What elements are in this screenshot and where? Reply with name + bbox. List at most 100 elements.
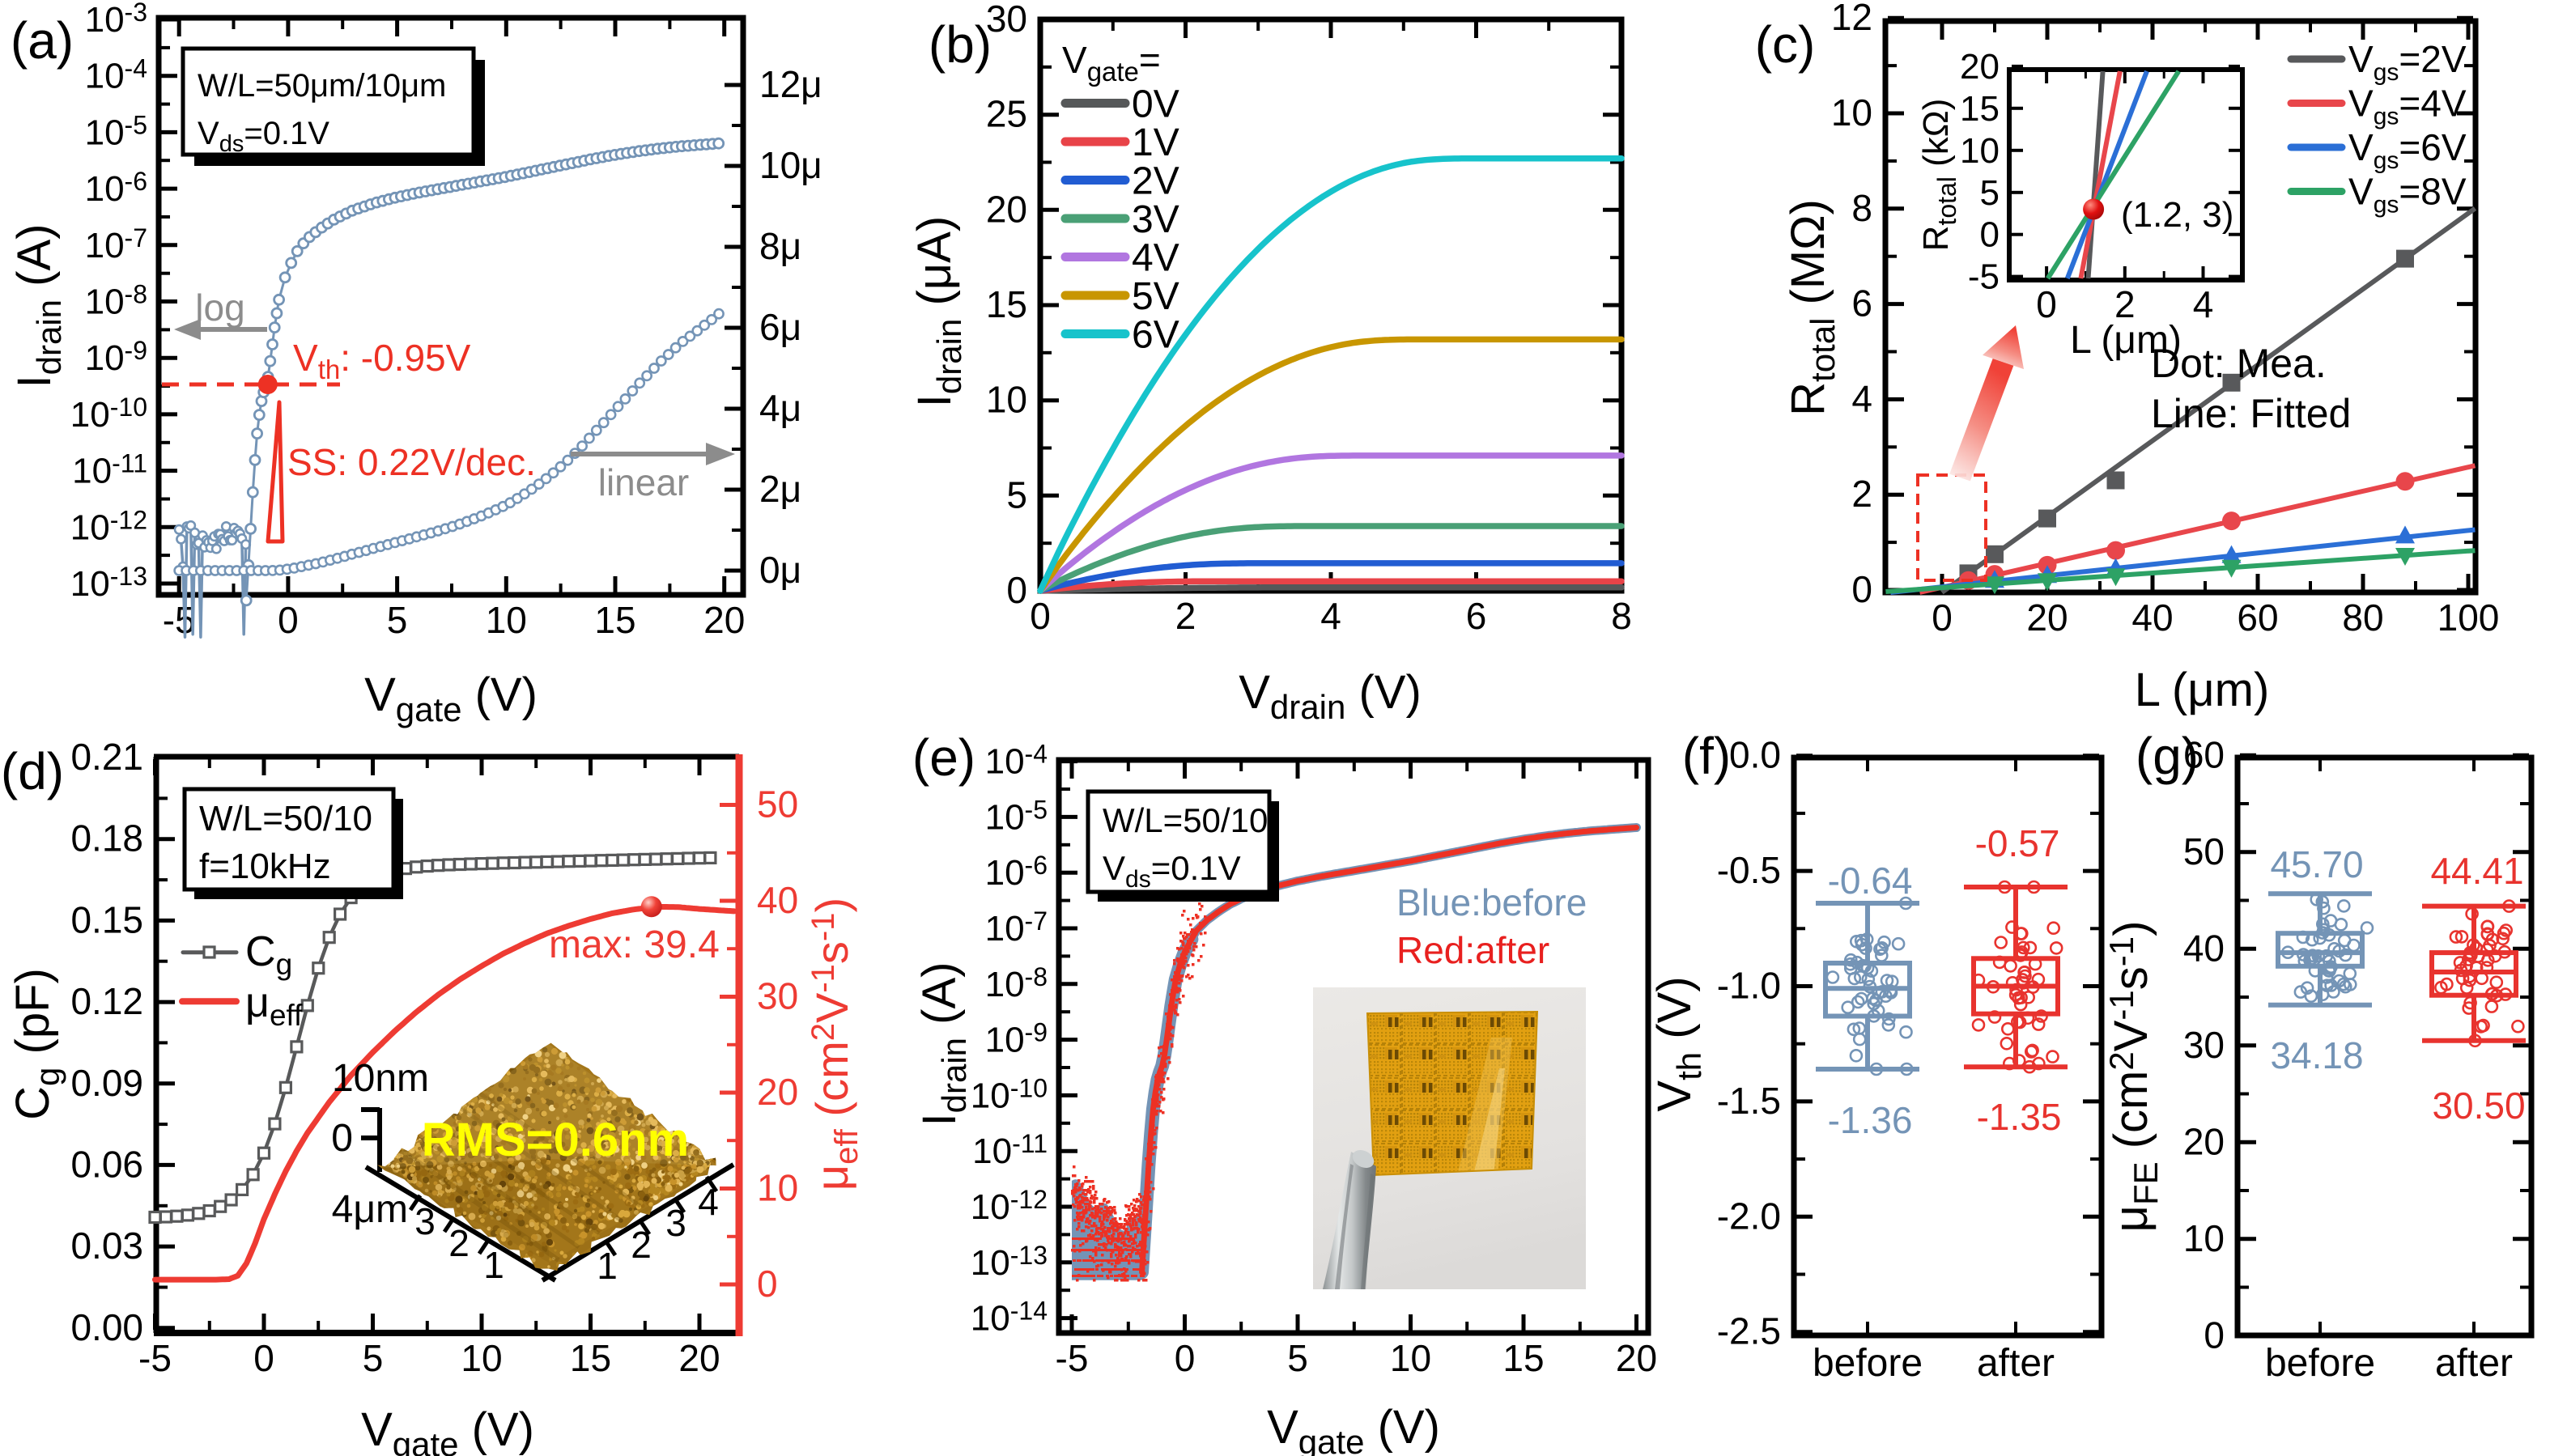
svg-text:Rtotal (MΩ): Rtotal (MΩ) [1782,199,1842,416]
svg-text:40: 40 [757,879,798,921]
svg-text:0.00: 0.00 [70,1306,143,1348]
svg-text:(e): (e) [912,728,975,787]
svg-text:Vgs=8V: Vgs=8V [2348,171,2467,219]
svg-text:-0.57: -0.57 [1975,822,2060,864]
svg-text:8μ: 8μ [759,225,801,267]
svg-text:-1.0: -1.0 [1717,965,1781,1007]
svg-text:0: 0 [2036,283,2057,325]
svg-text:max: 39.4: max: 39.4 [549,923,720,966]
svg-text:20: 20 [986,188,1027,230]
svg-text:10: 10 [757,1167,798,1209]
svg-text:(1.2, 3): (1.2, 3) [2121,195,2233,235]
svg-text:20: 20 [678,1337,720,1379]
svg-text:Blue:before: Blue:before [1396,881,1587,923]
svg-text:(a): (a) [11,11,74,70]
svg-text:40: 40 [2131,596,2173,639]
svg-text:10nm: 10nm [332,1057,429,1100]
svg-text:0.06: 0.06 [70,1143,143,1185]
svg-text:(f): (f) [1682,727,1731,785]
svg-text:20: 20 [757,1071,798,1113]
svg-text:6μ: 6μ [759,306,801,348]
svg-text:Dot: Mea.: Dot: Mea. [2151,341,2327,386]
svg-text:Rtotal (kΩ): Rtotal (kΩ) [1916,99,1961,252]
svg-text:4: 4 [2193,283,2214,325]
svg-text:12: 12 [1831,0,1872,38]
svg-text:1: 1 [597,1245,618,1287]
svg-text:12μ: 12μ [759,63,822,105]
svg-text:μeff (cm2V-1s-1): μeff (cm2V-1s-1) [805,898,865,1191]
svg-text:10: 10 [1390,1337,1431,1379]
svg-text:log: log [195,287,244,329]
svg-text:-1.35: -1.35 [1977,1096,2062,1138]
svg-text:-1.36: -1.36 [1828,1099,1913,1141]
svg-text:after: after [1977,1342,2055,1385]
svg-text:-5: -5 [1056,1337,1089,1379]
svg-text:before: before [1813,1342,1923,1385]
svg-text:Vds=0.1V: Vds=0.1V [198,116,329,157]
svg-text:0.15: 0.15 [70,898,143,940]
svg-text:2V: 2V [1132,160,1179,203]
svg-text:0: 0 [253,1337,274,1379]
svg-text:6: 6 [1466,595,1487,637]
svg-text:3V: 3V [1132,198,1179,241]
svg-text:3: 3 [414,1200,436,1242]
svg-text:-0.5: -0.5 [1717,849,1781,891]
svg-text:20: 20 [2026,596,2068,639]
svg-text:20: 20 [1960,47,2000,87]
svg-text:0μ: 0μ [759,549,801,591]
svg-text:3: 3 [665,1202,686,1244]
svg-text:Idrain (A): Idrain (A) [8,224,68,388]
svg-text:-5: -5 [138,1337,172,1379]
svg-text:-1.5: -1.5 [1717,1080,1781,1122]
svg-text:0: 0 [1980,215,2000,255]
svg-text:8: 8 [1851,187,1872,229]
svg-text:2: 2 [448,1222,470,1264]
svg-text:5V: 5V [1132,275,1179,318]
svg-text:0: 0 [278,599,299,641]
svg-text:50: 50 [757,783,798,826]
svg-text:0: 0 [331,1117,353,1160]
svg-text:25: 25 [986,93,1027,135]
svg-text:Vgs=4V: Vgs=4V [2348,83,2467,130]
svg-text:0.03: 0.03 [70,1225,143,1267]
svg-text:0: 0 [2204,1314,2225,1356]
svg-text:Vgs=2V: Vgs=2V [2348,38,2467,86]
svg-text:(d): (d) [1,742,64,800]
svg-text:(b): (b) [929,15,992,74]
svg-text:0: 0 [757,1263,778,1305]
svg-text:0: 0 [1175,1337,1196,1379]
svg-text:0.21: 0.21 [70,736,143,778]
svg-text:50: 50 [2183,830,2225,872]
svg-text:Vds=0.1V: Vds=0.1V [1103,849,1241,893]
svg-text:6V: 6V [1132,314,1179,357]
svg-text:8: 8 [1611,595,1632,637]
svg-text:10μ: 10μ [759,144,822,186]
svg-text:10: 10 [1960,131,2000,171]
svg-text:40: 40 [2183,927,2225,969]
svg-text:linear: linear [598,461,690,503]
svg-text:30: 30 [2183,1024,2225,1066]
svg-text:-0.64: -0.64 [1828,860,1913,902]
svg-text:2: 2 [2114,283,2136,325]
svg-text:10: 10 [986,379,1027,421]
svg-text:0.12: 0.12 [70,980,143,1022]
svg-text:f=10kHz: f=10kHz [199,847,331,886]
svg-text:100: 100 [2437,596,2500,639]
svg-text:5: 5 [1287,1337,1308,1379]
svg-text:Cg (pF): Cg (pF) [6,968,66,1120]
svg-text:60: 60 [2237,596,2278,639]
svg-text:0.18: 0.18 [70,817,143,860]
svg-text:5: 5 [1980,173,2000,213]
svg-text:before: before [2265,1342,2375,1385]
svg-text:W/L=50/10: W/L=50/10 [1103,801,1268,839]
svg-text:15: 15 [986,283,1027,325]
svg-text:0V: 0V [1132,83,1179,126]
svg-text:4V: 4V [1132,237,1179,280]
svg-text:20: 20 [703,599,745,641]
svg-text:15: 15 [1502,1337,1544,1379]
svg-text:20: 20 [2183,1120,2225,1162]
svg-text:0: 0 [1932,596,1953,639]
svg-text:W/L=50/10: W/L=50/10 [199,799,372,838]
svg-text:80: 80 [2342,596,2383,639]
svg-text:0: 0 [1006,569,1027,611]
